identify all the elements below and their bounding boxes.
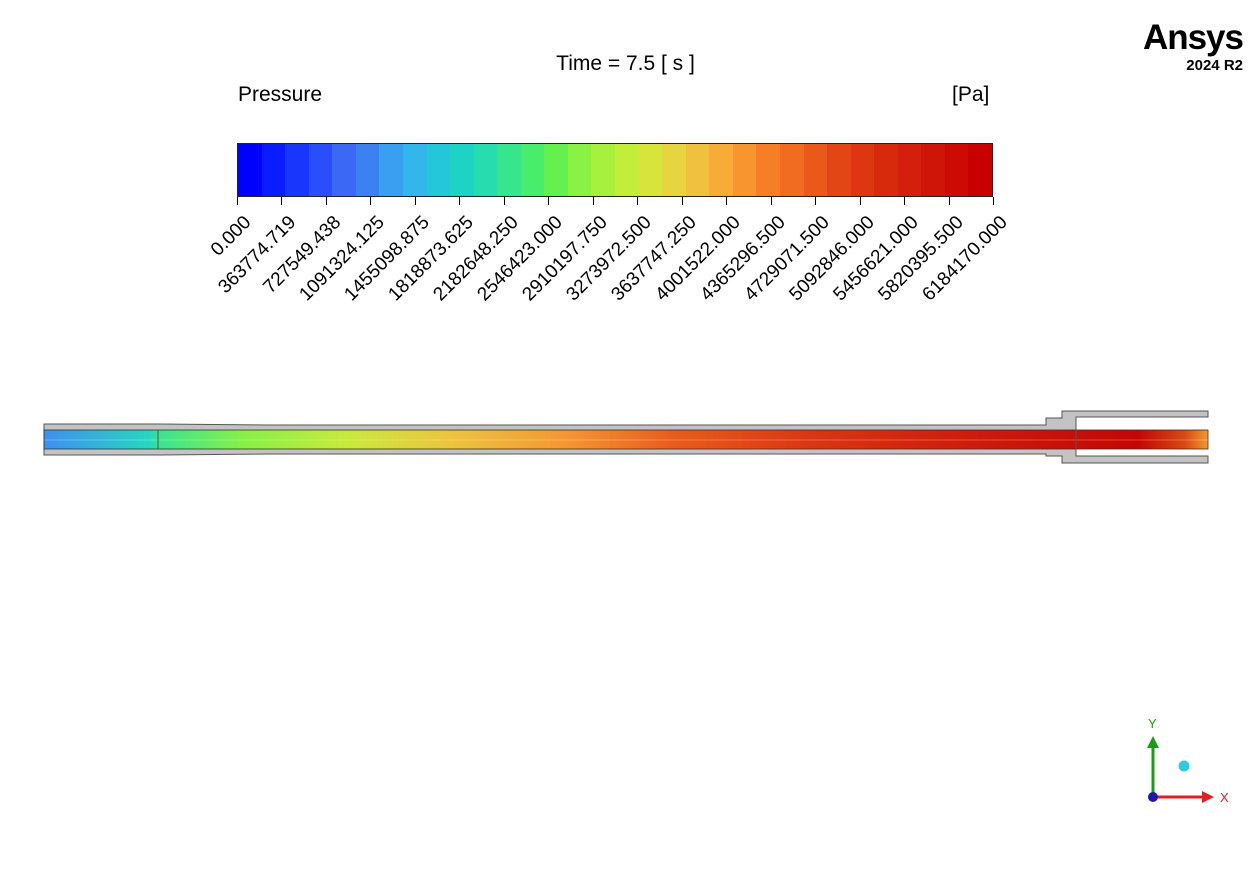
colorbar-tick-mark [548, 197, 549, 205]
colorbar [237, 143, 993, 197]
colorbar-segment [944, 144, 969, 196]
colorbar-tick-mark [815, 197, 816, 205]
colorbar-segment [827, 144, 851, 196]
colorbar-segment [638, 144, 663, 196]
colorbar-tick-mark [771, 197, 772, 205]
colorbar-tick-mark [504, 197, 505, 205]
colorbar-segment [732, 144, 757, 196]
x-axis-label: X [1220, 790, 1229, 805]
colorbar-segment [308, 144, 333, 196]
colorbar-segment [332, 144, 356, 196]
colorbar-segment [355, 144, 380, 196]
colorbar-tick-mark [993, 197, 994, 205]
colorbar-tick-mark [904, 197, 905, 205]
variable-unit: [Pa] [952, 83, 990, 106]
colorbar-segment [709, 144, 733, 196]
colorbar-segment [402, 144, 427, 196]
colorbar-segment [803, 144, 828, 196]
colorbar-segment [450, 144, 474, 196]
colorbar-tick-mark [726, 197, 727, 205]
colorbar-tick-mark [860, 197, 861, 205]
colorbar-segment [685, 144, 710, 196]
colorbar-tick-mark [370, 197, 371, 205]
title: Time = 7.5 [ s ] [556, 52, 695, 75]
colorbar-tick-mark [593, 197, 594, 205]
colorbar-tick-mark [237, 197, 238, 205]
colorbar-segment [497, 144, 521, 196]
colorbar-tick-mark [949, 197, 950, 205]
y-axis-label: Y [1148, 716, 1157, 731]
colorbar-segment [426, 144, 451, 196]
colorbar-segment [968, 144, 992, 196]
colorbar-segment [520, 144, 545, 196]
colorbar-tick-mark [326, 197, 327, 205]
colorbar-segment [897, 144, 922, 196]
colorbar-tick-mark [459, 197, 460, 205]
colorbar-segment [473, 144, 498, 196]
colorbar-segment [921, 144, 945, 196]
colorbar-segment [379, 144, 403, 196]
colorbar-tick-mark [415, 197, 416, 205]
ansys-version: 2024 R2 [1186, 57, 1243, 74]
colorbar-segment [261, 144, 286, 196]
variable-name: Pressure [238, 83, 323, 106]
colorbar-segment [285, 144, 309, 196]
colorbar-tick-mark [637, 197, 638, 205]
axis-triad [1147, 736, 1214, 803]
colorbar-tick-mark [281, 197, 282, 205]
colorbar-tick-mark [682, 197, 683, 205]
ansys-logo: Ansys [1142, 18, 1244, 57]
colorbar-segment [544, 144, 568, 196]
colorbar-segment [567, 144, 592, 196]
colorbar-segment [615, 144, 639, 196]
colorbar-segment [591, 144, 615, 196]
pressure-core [43, 429, 1209, 450]
colorbar-segment [850, 144, 875, 196]
colorbar-segment [238, 144, 262, 196]
colorbar-segment [779, 144, 804, 196]
colorbar-segment [756, 144, 780, 196]
colorbar-segment [662, 144, 686, 196]
colorbar-segment [874, 144, 898, 196]
